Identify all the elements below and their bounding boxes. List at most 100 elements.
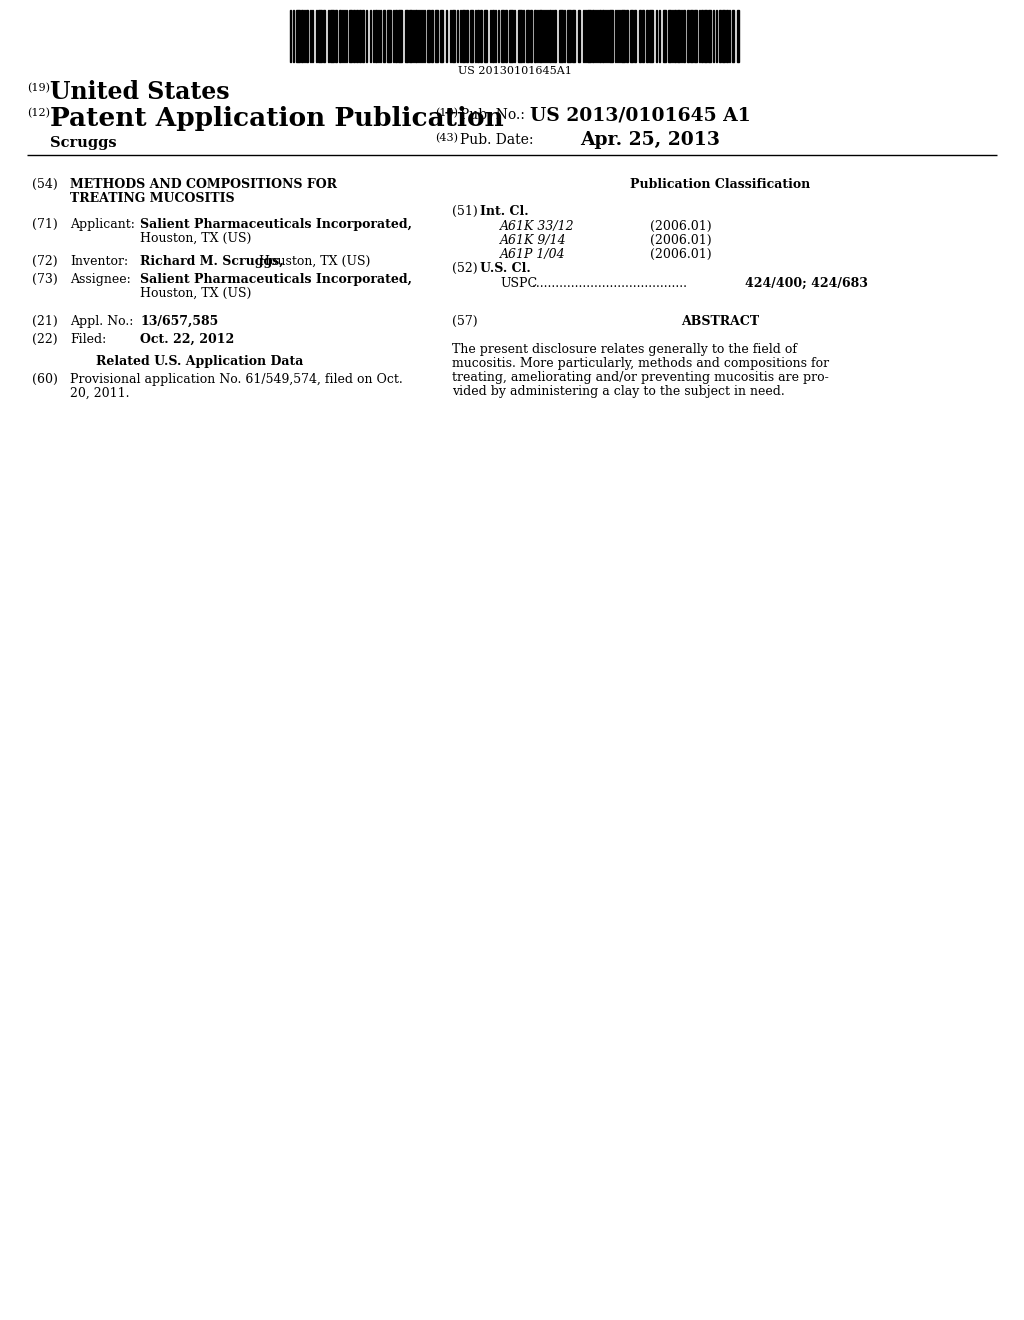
- Bar: [549, 11, 551, 62]
- Bar: [362, 11, 364, 62]
- Text: vided by administering a clay to the subject in need.: vided by administering a clay to the sub…: [452, 385, 784, 399]
- Text: Provisional application No. 61/549,574, filed on Oct.: Provisional application No. 61/549,574, …: [70, 374, 402, 385]
- Bar: [572, 11, 575, 62]
- Bar: [732, 11, 734, 62]
- Text: USPC: USPC: [500, 277, 538, 290]
- Text: ABSTRACT: ABSTRACT: [681, 315, 759, 327]
- Bar: [466, 11, 468, 62]
- Bar: [406, 11, 408, 62]
- Bar: [349, 11, 352, 62]
- Bar: [639, 11, 641, 62]
- Bar: [359, 11, 361, 62]
- Bar: [477, 11, 479, 62]
- Bar: [554, 11, 556, 62]
- Text: Patent Application Publication: Patent Application Publication: [50, 106, 504, 131]
- Text: Assignee:: Assignee:: [70, 273, 131, 286]
- Text: United States: United States: [50, 81, 229, 104]
- Text: Inventor:: Inventor:: [70, 255, 128, 268]
- Bar: [646, 11, 648, 62]
- Bar: [323, 11, 325, 62]
- Text: Filed:: Filed:: [70, 333, 106, 346]
- Bar: [335, 11, 337, 62]
- Text: A61K 9/14: A61K 9/14: [500, 234, 566, 247]
- Bar: [708, 11, 711, 62]
- Bar: [398, 11, 402, 62]
- Bar: [318, 11, 322, 62]
- Bar: [539, 11, 542, 62]
- Text: (21): (21): [32, 315, 57, 327]
- Bar: [737, 11, 739, 62]
- Bar: [509, 11, 513, 62]
- Bar: [470, 11, 473, 62]
- Bar: [431, 11, 433, 62]
- Text: (2006.01): (2006.01): [650, 220, 712, 234]
- Bar: [301, 11, 303, 62]
- Bar: [534, 11, 536, 62]
- Bar: [674, 11, 676, 62]
- Bar: [353, 11, 355, 62]
- Bar: [395, 11, 397, 62]
- Bar: [306, 11, 308, 62]
- Text: Richard M. Scruggs,: Richard M. Scruggs,: [140, 255, 284, 268]
- Bar: [375, 11, 377, 62]
- Bar: [602, 11, 604, 62]
- Bar: [599, 11, 601, 62]
- Bar: [626, 11, 628, 62]
- Bar: [415, 11, 417, 62]
- Text: (10): (10): [435, 108, 458, 119]
- Bar: [330, 11, 334, 62]
- Text: Publication Classification: Publication Classification: [630, 178, 810, 191]
- Bar: [440, 11, 443, 62]
- Bar: [567, 11, 571, 62]
- Bar: [701, 11, 703, 62]
- Bar: [427, 11, 430, 62]
- Text: (43): (43): [435, 133, 458, 144]
- Text: A61P 1/04: A61P 1/04: [500, 248, 565, 261]
- Text: Salient Pharmaceuticals Incorporated,: Salient Pharmaceuticals Incorporated,: [140, 273, 412, 286]
- Bar: [492, 11, 494, 62]
- Bar: [694, 11, 697, 62]
- Text: US 20130101645A1: US 20130101645A1: [458, 66, 572, 77]
- Bar: [435, 11, 438, 62]
- Bar: [526, 11, 529, 62]
- Bar: [296, 11, 300, 62]
- Bar: [339, 11, 341, 62]
- Text: TREATING MUCOSITIS: TREATING MUCOSITIS: [70, 191, 234, 205]
- Text: (22): (22): [32, 333, 57, 346]
- Text: (2006.01): (2006.01): [650, 248, 712, 261]
- Bar: [663, 11, 666, 62]
- Text: (60): (60): [32, 374, 58, 385]
- Text: A61K 33/12: A61K 33/12: [500, 220, 574, 234]
- Text: Int. Cl.: Int. Cl.: [480, 205, 528, 218]
- Text: (52): (52): [452, 261, 477, 275]
- Bar: [719, 11, 721, 62]
- Bar: [621, 11, 625, 62]
- Bar: [462, 11, 465, 62]
- Bar: [505, 11, 507, 62]
- Bar: [484, 11, 487, 62]
- Text: Oct. 22, 2012: Oct. 22, 2012: [140, 333, 234, 346]
- Bar: [578, 11, 580, 62]
- Bar: [530, 11, 532, 62]
- Text: Apr. 25, 2013: Apr. 25, 2013: [580, 131, 720, 149]
- Bar: [687, 11, 689, 62]
- Bar: [559, 11, 563, 62]
- Bar: [356, 11, 358, 62]
- Text: The present disclosure relates generally to the field of: The present disclosure relates generally…: [452, 343, 797, 356]
- Bar: [705, 11, 707, 62]
- Text: Appl. No.:: Appl. No.:: [70, 315, 133, 327]
- Text: Pub. No.:: Pub. No.:: [460, 108, 525, 121]
- Bar: [642, 11, 644, 62]
- Text: Houston, TX (US): Houston, TX (US): [140, 232, 251, 246]
- Bar: [383, 11, 385, 62]
- Text: (72): (72): [32, 255, 57, 268]
- Text: (19): (19): [27, 83, 50, 94]
- Text: (54): (54): [32, 178, 57, 191]
- Text: Pub. Date:: Pub. Date:: [460, 133, 534, 147]
- Text: (51): (51): [452, 205, 478, 218]
- Text: (73): (73): [32, 273, 57, 286]
- Bar: [452, 11, 455, 62]
- Text: (2006.01): (2006.01): [650, 234, 712, 247]
- Text: Salient Pharmaceuticals Incorporated,: Salient Pharmaceuticals Incorporated,: [140, 218, 412, 231]
- Text: mucositis. More particularly, methods and compositions for: mucositis. More particularly, methods an…: [452, 356, 829, 370]
